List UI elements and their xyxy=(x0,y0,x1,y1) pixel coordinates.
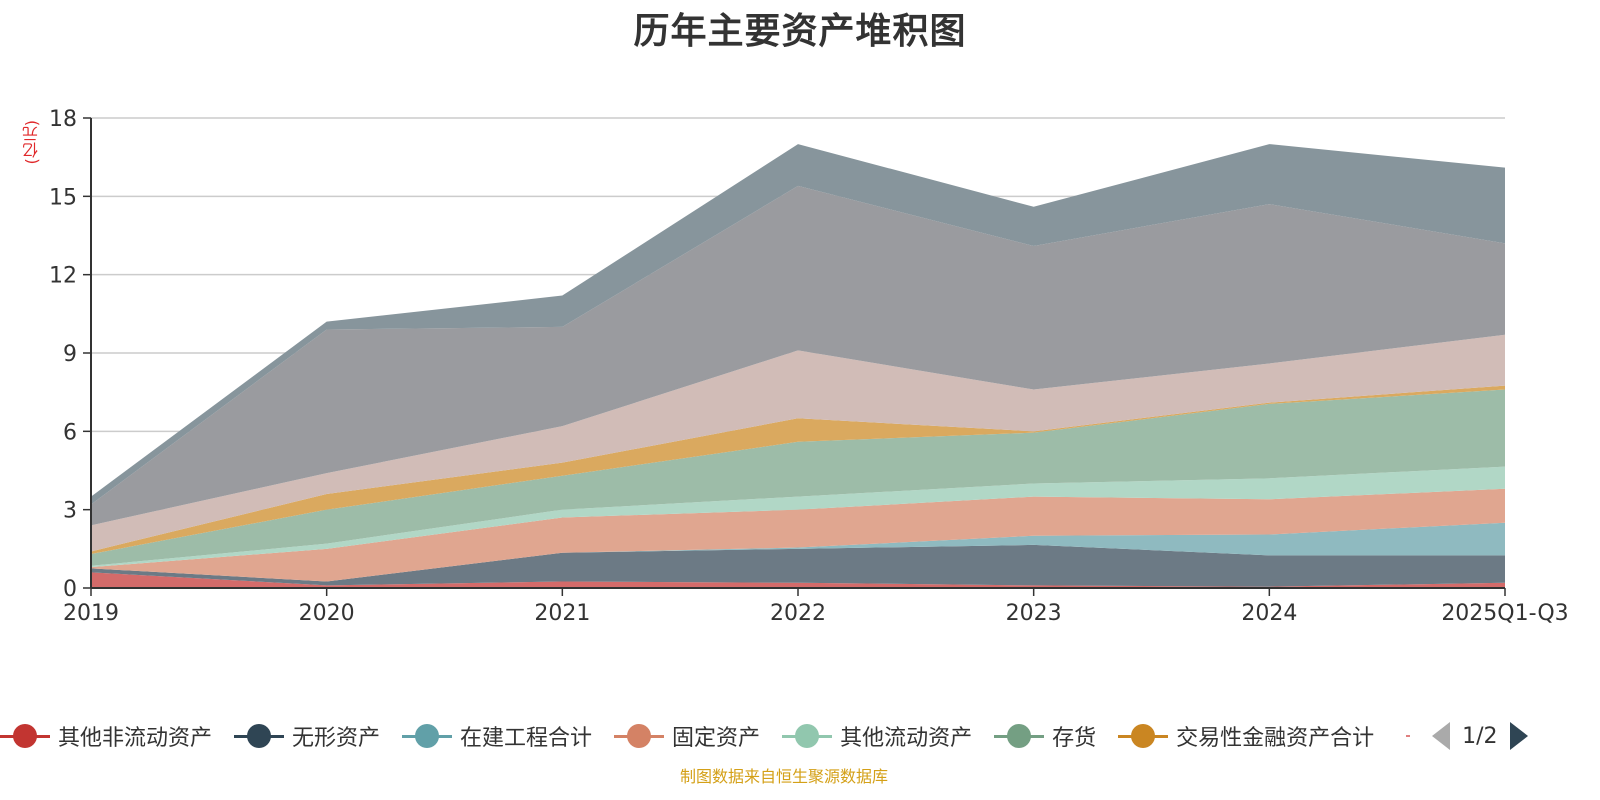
stacked-area-chart: 0 3 6 9 12 15 18 2019 2020 2021 2022 2023 2024 2025Q1… xyxy=(49,107,1569,626)
legend-label: 固定资产 xyxy=(672,726,761,751)
area-series-6[interactable] xyxy=(91,385,1505,555)
x-tick-label: 2022 xyxy=(770,601,826,626)
x-tick-label: 2025Q1-Q3 xyxy=(1441,601,1568,626)
area-series-7[interactable] xyxy=(91,334,1505,552)
legend: 其他非流动资产 无形资产 在建工程合计 固定资产 其他流动资产 存货 交易性金融资产合计 1/… xyxy=(0,716,1528,756)
legend-marker-icon xyxy=(234,723,285,749)
legend-marker-icon xyxy=(614,723,665,749)
legend-prev-page-icon[interactable] xyxy=(1432,722,1451,750)
axes: 0 3 6 9 12 15 18 2019 2020 2021 2022 2023 2024 2025Q1… xyxy=(49,107,1569,626)
legend-item[interactable]: 固定资产 xyxy=(614,720,760,752)
data-source-note: 制图数据来自恒生聚源数据库 xyxy=(679,767,888,786)
legend-label: 存货 xyxy=(1052,726,1097,751)
legend-next-page-icon[interactable] xyxy=(1509,722,1528,750)
area-series-5[interactable] xyxy=(91,389,1505,566)
y-tick-label: 6 xyxy=(63,420,77,445)
area-series-8[interactable] xyxy=(91,185,1505,526)
x-tick-label: 2024 xyxy=(1241,601,1297,626)
y-tick-label: 0 xyxy=(63,577,77,602)
legend-label: 交易性金融资产合计 xyxy=(1176,726,1375,751)
y-tick-label: 18 xyxy=(49,107,77,132)
area-series-4[interactable] xyxy=(91,466,1505,568)
y-tick-label: 15 xyxy=(49,185,77,210)
x-tick-label: 2023 xyxy=(1006,601,1062,626)
legend-marker-icon xyxy=(994,723,1045,749)
legend-pager: 1/2 xyxy=(1406,722,1528,750)
legend-item[interactable]: 存货 xyxy=(994,720,1096,752)
legend-label: 其他流动资产 xyxy=(840,726,973,751)
area-series-3[interactable] xyxy=(91,488,1505,582)
legend-label: 在建工程合计 xyxy=(460,726,593,751)
y-tick-label: 3 xyxy=(63,499,77,524)
legend-overflow-mark xyxy=(1406,735,1411,737)
y-tick-label: 9 xyxy=(63,342,77,367)
legend-item[interactable]: 其他非流动资产 xyxy=(0,720,212,752)
x-tick-label: 2021 xyxy=(534,601,590,626)
x-tick-label: 2019 xyxy=(63,601,119,626)
legend-label: 无形资产 xyxy=(292,726,381,751)
legend-label: 其他非流动资产 xyxy=(58,726,213,751)
area-series-2[interactable] xyxy=(91,522,1505,582)
legend-marker-icon xyxy=(0,723,50,749)
legend-marker-icon xyxy=(782,723,833,749)
area-layers xyxy=(91,144,1505,588)
area-series-0[interactable] xyxy=(91,572,1505,588)
chart-title: 历年主要资产堆积图 xyxy=(633,11,967,52)
x-tick-label: 2020 xyxy=(299,601,355,626)
y-tick-label: 12 xyxy=(49,264,77,289)
area-series-9[interactable] xyxy=(91,144,1505,505)
legend-marker-icon xyxy=(402,723,453,749)
legend-marker-icon xyxy=(1118,723,1169,749)
area-series-1[interactable] xyxy=(91,544,1505,587)
legend-item[interactable]: 其他流动资产 xyxy=(782,720,972,752)
legend-item[interactable]: 在建工程合计 xyxy=(402,720,592,752)
legend-item[interactable]: 交易性金融资产合计 xyxy=(1118,720,1374,752)
legend-page-indicator: 1/2 xyxy=(1462,723,1498,749)
legend-item[interactable]: 无形资产 xyxy=(234,720,380,752)
